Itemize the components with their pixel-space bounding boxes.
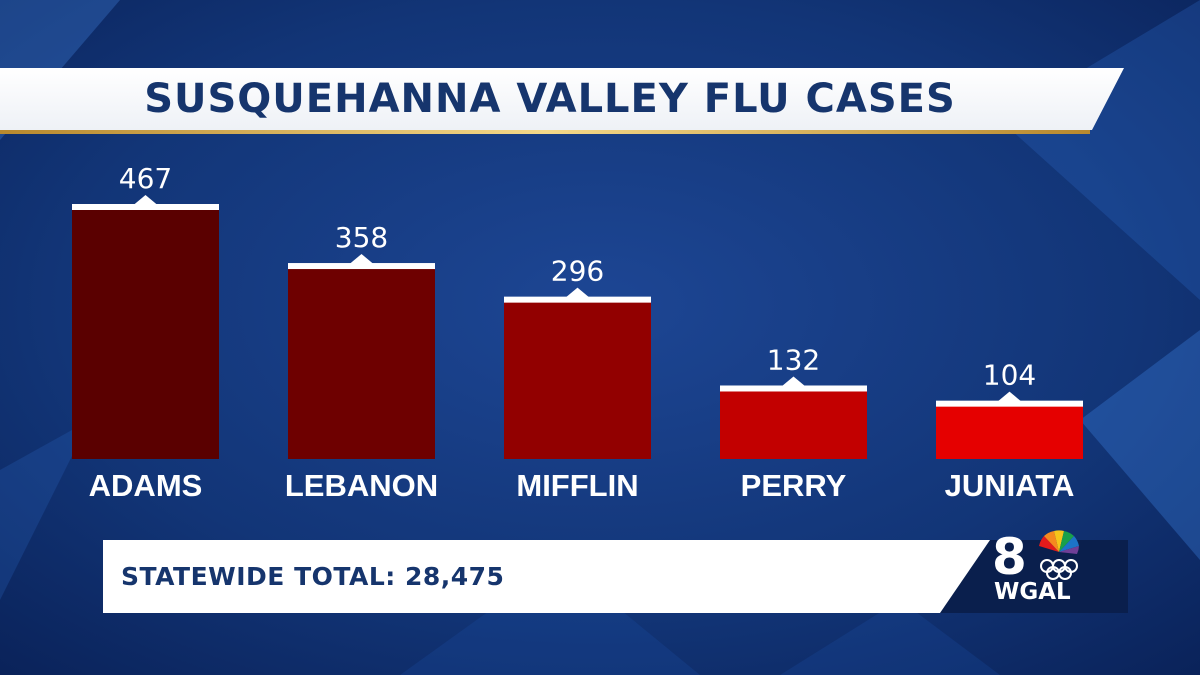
bar-adams: [72, 206, 219, 459]
bar-cap-perry: [720, 385, 867, 392]
category-label-mifflin: MIFFLIN: [516, 468, 638, 503]
bar-pointer-mifflin: [565, 287, 590, 298]
bar-cap-juniata: [936, 400, 1083, 407]
bar-perry: [720, 387, 867, 459]
title-banner: SUSQUEHANNA VALLEY FLU CASES: [0, 68, 1124, 130]
value-label-lebanon: 358: [335, 221, 388, 254]
peacock-olympic-rings-icon: [1039, 530, 1079, 580]
value-label-adams: 467: [119, 162, 172, 195]
bar-cap-lebanon: [288, 263, 435, 270]
value-label-juniata: 104: [983, 359, 1036, 392]
channel-number: 8: [992, 528, 1027, 586]
bar-pointer-adams: [133, 195, 158, 205]
bar-mifflin: [504, 298, 651, 459]
statewide-total-text: STATEWIDE TOTAL: 28,475: [121, 562, 505, 591]
bar-lebanon: [288, 265, 435, 459]
title-divider: [0, 130, 1090, 134]
bar-cap-mifflin: [504, 296, 651, 303]
statewide-total-banner: STATEWIDE TOTAL: 28,475: [103, 540, 993, 613]
category-label-adams: ADAMS: [89, 468, 203, 503]
bar-pointer-lebanon: [349, 254, 374, 265]
station-call-letters: WGAL: [994, 579, 1071, 605]
bar-cap-adams: [72, 204, 219, 210]
category-label-juniata: JUNIATA: [945, 468, 1075, 503]
chart-title: SUSQUEHANNA VALLEY FLU CASES: [144, 76, 956, 122]
bar-juniata: [936, 402, 1083, 459]
bar-pointer-perry: [781, 376, 806, 387]
value-label-mifflin: 296: [551, 255, 604, 288]
value-label-perry: 132: [767, 343, 820, 376]
bar-pointer-juniata: [997, 391, 1022, 402]
category-label-lebanon: LEBANON: [285, 468, 438, 503]
category-label-perry: PERRY: [741, 468, 847, 503]
